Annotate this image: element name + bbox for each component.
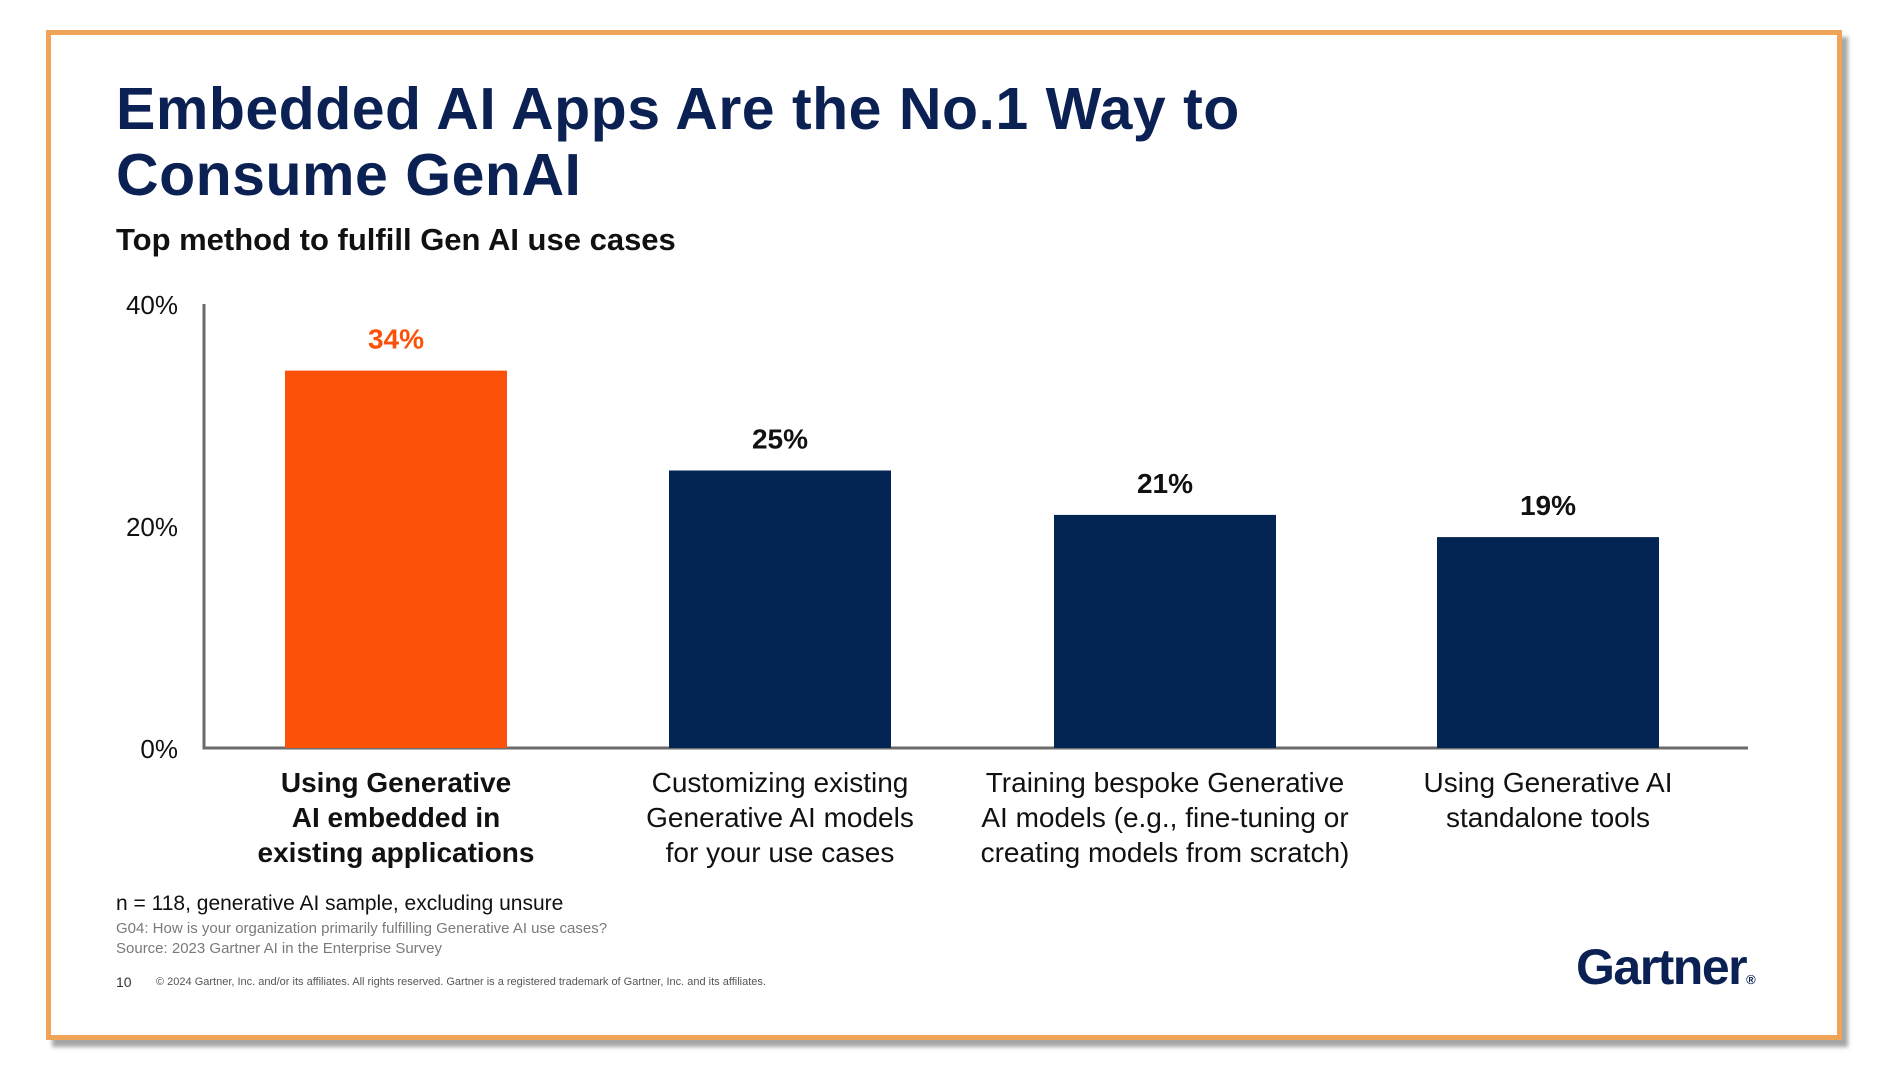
bar — [285, 370, 507, 748]
sample-size-note: n = 118, generative AI sample, excluding… — [116, 892, 564, 915]
gartner-logo: Gartner® — [1576, 938, 1756, 996]
registered-mark: ® — [1746, 972, 1756, 987]
x-category-label: Training bespoke Generative AI models (e.… — [981, 767, 1350, 868]
x-category-label-line: existing applications — [258, 837, 535, 868]
bar — [1437, 537, 1659, 748]
slide-title: Embedded AI Apps Are the No.1 Way to Con… — [116, 76, 1240, 208]
page-number: 10 — [116, 974, 132, 990]
x-category-label-line: for your use cases — [666, 837, 895, 868]
x-category-label-line: AI embedded in — [292, 802, 500, 833]
x-category-label: Using Generative AI embedded in existing a… — [258, 767, 535, 868]
x-category-label-line: Training bespoke Generative — [986, 767, 1345, 798]
x-category-label: Customizing existing Generative AI models… — [646, 767, 914, 868]
x-category-label-line: standalone tools — [1446, 802, 1650, 833]
bar-value-label: 19% — [1520, 490, 1576, 521]
y-tick-label: 20% — [126, 512, 178, 542]
y-tick-label: 40% — [126, 290, 178, 320]
slide-title-line-2: Consume GenAI — [116, 142, 582, 208]
copyright-notice: © 2024 Gartner, Inc. and/or its affiliat… — [156, 976, 766, 988]
bar — [669, 470, 891, 748]
x-category-label-line: Using Generative — [281, 767, 511, 798]
logo-wordmark: Gartner — [1576, 939, 1748, 995]
source-note: Source: 2023 Gartner AI in the Enterpris… — [116, 940, 443, 957]
x-category-label-line: Customizing existing — [652, 767, 909, 798]
bar-value-label: 21% — [1137, 468, 1193, 499]
x-category-label-line: AI models (e.g., fine-tuning or — [981, 802, 1348, 833]
x-category-label: Using Generative AI standalone tools — [1423, 767, 1672, 833]
bar — [1054, 514, 1276, 748]
bar-value-label: 34% — [368, 324, 424, 355]
x-category-label-line: Generative AI models — [646, 802, 914, 833]
survey-question-note: G04: How is your organization primarily … — [116, 920, 608, 937]
x-category-label-line: creating models from scratch) — [981, 837, 1350, 868]
slide-title-line-1: Embedded AI Apps Are the No.1 Way to — [116, 76, 1240, 142]
y-tick-label: 0% — [140, 734, 178, 764]
x-category-label-line: Using Generative AI — [1423, 767, 1672, 798]
chart-subtitle: Top method to fulfill Gen AI use cases — [116, 222, 676, 257]
bar-value-label: 25% — [752, 424, 808, 455]
